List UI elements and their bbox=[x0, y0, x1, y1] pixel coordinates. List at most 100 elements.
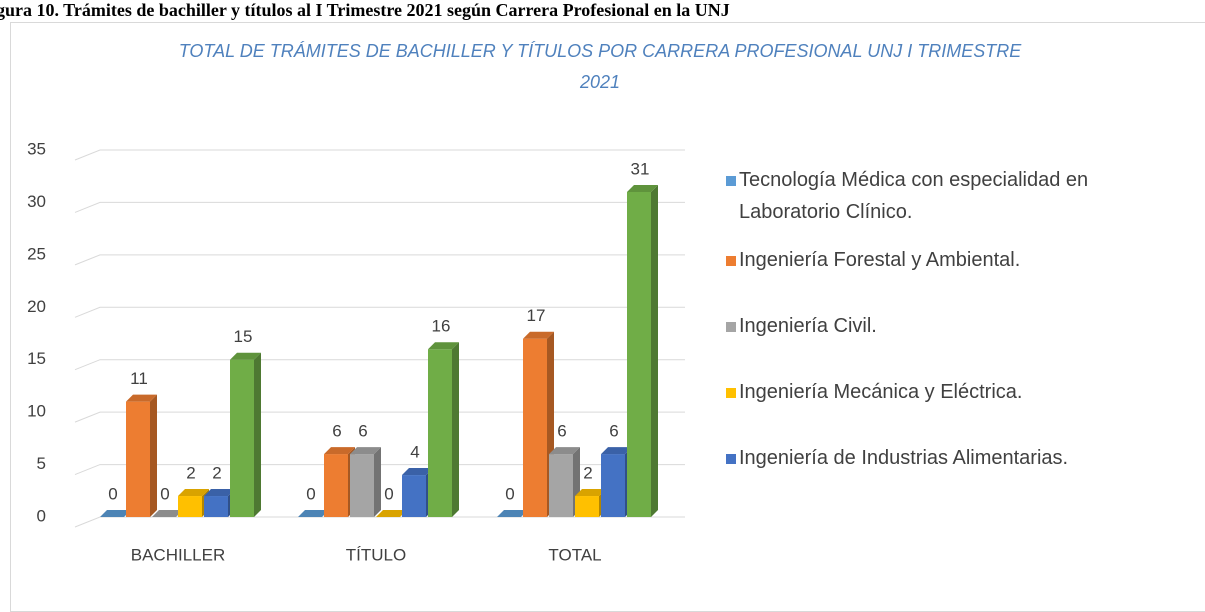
bar-side bbox=[651, 184, 658, 517]
bar-top bbox=[178, 489, 209, 497]
legend-swatch bbox=[726, 256, 736, 266]
data-label: 17 bbox=[527, 306, 546, 325]
data-label: 0 bbox=[306, 484, 315, 503]
bar-front bbox=[549, 454, 573, 517]
bar bbox=[100, 510, 131, 517]
bar-side bbox=[374, 447, 381, 517]
bar-top bbox=[100, 510, 131, 517]
y-tick-label: 25 bbox=[27, 244, 46, 263]
legend-swatch bbox=[726, 176, 736, 186]
legend-swatch bbox=[726, 388, 736, 398]
bar bbox=[126, 394, 157, 517]
grid-line bbox=[74, 201, 685, 213]
legend-label: Ingeniería Forestal y Ambiental. bbox=[739, 249, 1021, 271]
data-label: 15 bbox=[234, 327, 253, 346]
legend-item: Ingeniería de Industrias Alimentarias. bbox=[726, 442, 1186, 508]
data-label: 6 bbox=[557, 422, 566, 441]
bar-top bbox=[402, 468, 433, 476]
data-label: 2 bbox=[583, 464, 592, 483]
legend-item: Ingeniería Civil. bbox=[726, 310, 1186, 376]
data-label: 2 bbox=[186, 464, 195, 483]
bar bbox=[230, 352, 261, 517]
bar bbox=[549, 447, 580, 517]
data-label: 16 bbox=[432, 317, 451, 336]
bar-top bbox=[376, 510, 407, 517]
x-tick-label: BACHILLER bbox=[131, 545, 225, 564]
grid-line bbox=[74, 149, 685, 161]
grid-line bbox=[74, 306, 685, 318]
bar bbox=[627, 184, 658, 517]
bar-top bbox=[152, 510, 183, 517]
bar-front bbox=[350, 454, 374, 517]
bar-side bbox=[150, 394, 157, 517]
bar-top bbox=[350, 447, 381, 455]
legend-item: Ingeniería Forestal y Ambiental. bbox=[726, 244, 1186, 310]
bar-top bbox=[601, 447, 632, 455]
y-tick-label: 20 bbox=[27, 297, 46, 316]
bar-top bbox=[549, 447, 580, 455]
data-label: 6 bbox=[332, 422, 341, 441]
data-label: 0 bbox=[160, 484, 169, 503]
bar-front bbox=[575, 496, 599, 517]
bar bbox=[298, 510, 329, 517]
data-label: 0 bbox=[384, 484, 393, 503]
chart-title: TOTAL DE TRÁMITES DE BACHILLER Y TÍTULOS… bbox=[178, 41, 1022, 92]
bar-front bbox=[230, 359, 254, 517]
bar-front bbox=[178, 496, 202, 517]
grid-line bbox=[74, 359, 685, 371]
bar bbox=[523, 331, 554, 517]
bar-top bbox=[497, 510, 528, 517]
legend-label: Tecnología Médica con especialidad en La… bbox=[739, 169, 1089, 223]
y-tick-label: 30 bbox=[27, 192, 46, 211]
figure-caption: gura 10. Trámites de bachiller y títulos… bbox=[0, 0, 730, 20]
y-tick-label: 10 bbox=[27, 402, 46, 421]
bar-front bbox=[324, 454, 348, 517]
bar-top bbox=[324, 447, 355, 455]
data-label: 6 bbox=[358, 422, 367, 441]
legend-label: Ingeniería Civil. bbox=[739, 315, 877, 337]
bar bbox=[428, 342, 459, 517]
legend-label: Ingeniería de Industrias Alimentarias. bbox=[739, 447, 1069, 469]
y-tick-label: 35 bbox=[27, 139, 46, 158]
grid-line bbox=[74, 411, 685, 423]
bar bbox=[376, 510, 407, 517]
bar bbox=[350, 447, 381, 517]
bar-front bbox=[601, 454, 625, 517]
bar-top bbox=[204, 489, 235, 497]
y-tick-label: 15 bbox=[27, 349, 46, 368]
bar-front bbox=[204, 496, 228, 517]
bar-front bbox=[126, 401, 150, 517]
bar bbox=[497, 510, 528, 517]
legend-label: Ingeniería Mecánica y Eléctrica. bbox=[739, 381, 1023, 403]
data-label: 0 bbox=[505, 484, 514, 503]
data-label: 2 bbox=[212, 464, 221, 483]
legend-item: Tecnología Médica con especialidad en La… bbox=[726, 164, 1186, 244]
legend-swatch bbox=[726, 454, 736, 464]
data-label: 6 bbox=[609, 422, 618, 441]
bar-top bbox=[126, 394, 157, 402]
grid-line bbox=[74, 464, 685, 476]
legend: Tecnología Médica con especialidad en La… bbox=[726, 164, 1186, 508]
x-tick-label: TOTAL bbox=[548, 545, 601, 564]
legend-swatch bbox=[726, 322, 736, 332]
bar-side bbox=[254, 352, 261, 517]
bar-top bbox=[627, 184, 658, 192]
x-tick-label: TÍTULO bbox=[346, 545, 406, 564]
bar-side bbox=[452, 342, 459, 517]
grid-line bbox=[74, 254, 685, 266]
bar-top bbox=[428, 342, 459, 350]
grid-line bbox=[74, 516, 685, 528]
y-tick-label: 0 bbox=[37, 506, 46, 525]
data-label: 4 bbox=[410, 443, 419, 462]
legend-item: Ingeniería Mecánica y Eléctrica. bbox=[726, 376, 1186, 442]
y-tick-label: 5 bbox=[37, 454, 46, 473]
data-label: 11 bbox=[130, 369, 148, 388]
bar-top bbox=[230, 352, 261, 360]
bar-front bbox=[627, 191, 651, 517]
bar-top bbox=[523, 331, 554, 339]
bar-front bbox=[402, 475, 426, 517]
bar-top bbox=[575, 489, 606, 497]
data-label: 0 bbox=[108, 484, 117, 503]
